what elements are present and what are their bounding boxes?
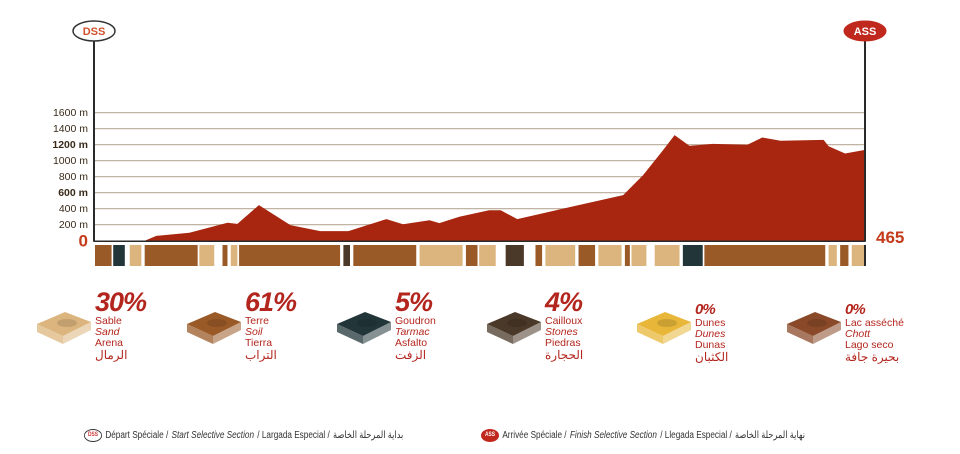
legend-label-fr: Goudron [395,315,436,327]
surface-segment-sand [828,245,837,266]
surface-segment-sand [545,245,576,266]
legend-label-ar: التراب [245,348,277,362]
footer-finish-en: Finish Selective Section [569,430,657,441]
legend-label-es: Asfalto [395,337,428,349]
legend-percent: 0% [845,301,866,318]
surface-segment-tarmac [113,245,125,266]
surface-segment-sand [199,245,215,266]
y-tick-label: 1200 m [52,139,88,151]
legend-label-en: Chott [845,328,871,340]
surface-segment-stones [343,245,351,266]
surface-segment-sand [129,245,142,266]
surface-segment-soil [535,245,543,266]
dss-marker-label: DSS [83,26,106,38]
legend-item-dry_lake: 0% Lac asséché Chott Lago seco بحيرة جاف… [785,288,935,368]
footer-finish-ar: نهاية المرحلة الخاصة [735,430,806,441]
y-tick-label: 800 m [59,171,88,183]
legend-label-es: Arena [95,337,124,349]
y-tick-label: 200 m [59,219,88,231]
surface-segment-sand [598,245,622,266]
legend-percent: 4% [545,287,583,317]
soil-terrain-icon [187,312,241,344]
ass-marker-label: ASS [854,26,877,38]
surface-segment-soil [95,245,112,266]
legend-label-en: Tarmac [395,326,430,338]
legend-label-ar: الحجارة [545,348,584,362]
surface-segment-sand [631,245,647,266]
legend-label-es: Piedras [545,337,581,349]
legend-label-en: Soil [245,326,263,338]
footer-finish-es: / Llegada Especial / [660,430,732,441]
surface-segment-sand [419,245,463,266]
legend-item-tarmac: 5% Goudron Tarmac Asfalto الزفت [335,288,485,368]
ass-badge-icon: ASS [481,429,500,442]
legend-label-es: Lago seco [845,339,894,351]
footer-finish-fr: Arrivée Spéciale / [502,430,567,441]
y-tick-label: 400 m [59,203,88,215]
sand-terrain-icon [37,312,91,344]
legend-label-fr: Lac asséché [845,317,904,329]
legend-label-en: Stones [545,326,578,338]
y-tick-label: 1600 m [53,107,88,119]
legend-percent: 0% [695,301,716,318]
surface-segment-soil [144,245,198,266]
ass-marker-icon [843,20,887,42]
dry_lake-terrain-icon [787,312,841,344]
legend-label-en: Dunes [695,328,726,340]
surface-segment-soil [239,245,341,266]
surface-segment-sand [851,245,865,266]
surface-segment-soil [465,245,478,266]
footer-start-legend: DSS Départ Spéciale / Start Selective Se… [84,429,403,442]
surface-segment-stones [505,245,524,266]
stones-terrain-icon [487,312,541,344]
surface-segment-sand [479,245,496,266]
legend-item-stones: 4% Cailloux Stones Piedras الحجارة [485,288,635,368]
y-tick-label: 0 [79,232,88,251]
tarmac-terrain-icon [337,312,391,344]
end-distance-label: 465 [876,228,904,247]
surface-segment-soil [840,245,849,266]
legend-label-fr: Sable [95,315,122,327]
y-tick-label: 1000 m [53,155,88,167]
dss-badge-icon: DSS [84,429,103,442]
legend-percent: 5% [395,287,433,317]
surface-segment-soil [624,245,630,266]
footer-start-ar: بداية المرحلة الخاصة [333,430,404,441]
surface-segment-soil [704,245,826,266]
footer-start-fr: Départ Spéciale / [105,430,169,441]
surface-segment-soil [353,245,417,266]
legend-label-ar: الكثبان [695,350,729,364]
footer-start-en: Start Selective Section [171,430,255,441]
legend-label-fr: Dunes [695,317,726,329]
legend-percent: 61% [245,287,297,317]
footer-finish-legend: ASS Arrivée Spéciale / Finish Selective … [481,429,805,442]
legend-label-fr: Terre [245,315,269,327]
surface-segment-soil [578,245,596,266]
legend-label-en: Sand [95,326,120,338]
legend-item-soil: 61% Terre Soil Tierra التراب [185,288,335,368]
surface-segment-sand [230,245,238,266]
dunes-terrain-icon [637,312,691,344]
legend-label-ar: الزفت [395,348,427,362]
surface-segment-tarmac [682,245,703,266]
y-tick-label: 1400 m [53,123,88,135]
legend-item-dunes: 0% Dunes Dunes Dunas الكثبان [635,288,785,368]
legend-label-ar: بحيرة جافة [845,350,900,364]
elevation-area [95,135,865,241]
legend-item-sand: 30% Sable Sand Arena الرمال [35,288,185,368]
surface-segment-soil [222,245,228,266]
dss-marker-icon [72,20,116,42]
legend-label-es: Tierra [245,337,273,349]
footer-start-es: / Largada Especial / [257,430,330,441]
legend-label-es: Dunas [695,339,726,351]
legend-percent: 30% [95,287,147,317]
surface-segment-sand [654,245,680,266]
legend-label-ar: الرمال [95,348,128,362]
y-tick-label: 600 m [58,187,88,199]
legend-label-fr: Cailloux [545,315,583,327]
